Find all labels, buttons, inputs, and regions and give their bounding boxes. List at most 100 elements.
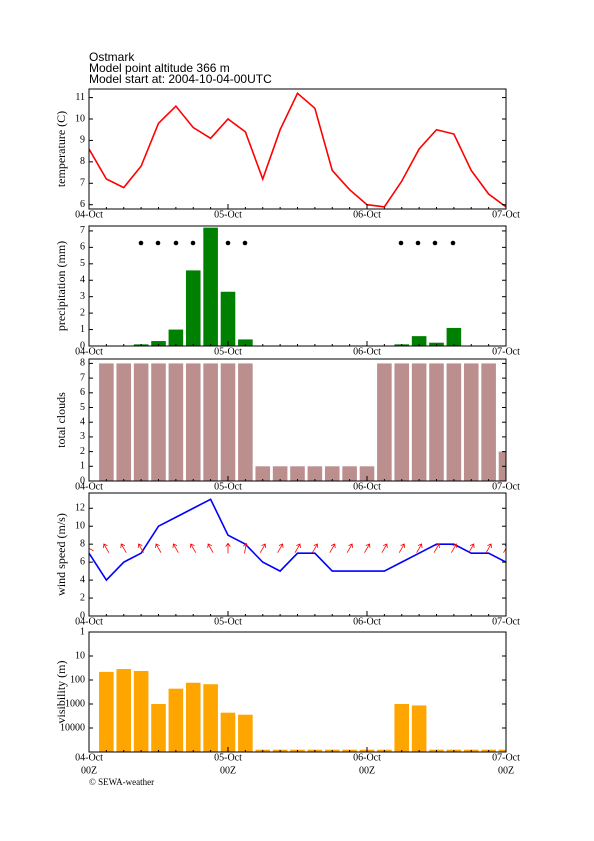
y-axis-label: precipitation (mm) <box>54 241 68 331</box>
y-tick-label: 6 <box>80 242 85 253</box>
symbol <box>398 240 404 246</box>
y-tick-label: 10000 <box>60 722 85 733</box>
altitude: Model point altitude 366 m <box>89 61 230 75</box>
x-tick-label: 04-Oct <box>75 209 103 220</box>
plot-frame <box>88 492 507 617</box>
x-tick-label: 06-Oct <box>353 616 381 627</box>
wind-arrow <box>364 543 371 553</box>
wind-arrow <box>503 544 506 553</box>
model-start: Model start at: 2004-10-04-00UTC <box>89 72 272 86</box>
x-tick-label: 04-Oct <box>75 346 103 357</box>
plot-frame <box>88 88 507 210</box>
wind-arrow <box>329 543 336 553</box>
symbol <box>190 240 196 246</box>
plot <box>99 363 506 481</box>
line <box>89 91 506 208</box>
bar <box>255 466 271 481</box>
bar <box>151 341 166 346</box>
y-tick-label: 1 <box>80 626 85 637</box>
bar <box>429 363 444 481</box>
bar <box>411 705 427 752</box>
y-tick-label: 8 <box>80 538 85 549</box>
bar <box>168 329 184 346</box>
wind-arrow <box>346 543 353 553</box>
y-axis-label: total clouds <box>54 392 68 448</box>
bar <box>411 363 427 481</box>
bar <box>307 466 323 481</box>
y-tick-label: 10 <box>75 521 85 532</box>
wind-arrow <box>312 543 319 553</box>
y-tick-label: 2 <box>80 307 85 318</box>
wind-arrow <box>451 543 458 553</box>
bar <box>394 363 410 481</box>
bar <box>151 704 166 752</box>
bar <box>133 363 149 481</box>
bar <box>220 291 236 346</box>
x-tick-label: 07-Oct <box>492 752 520 763</box>
y-axis-label: temperature (C) <box>54 111 68 187</box>
plot <box>89 91 506 208</box>
bar <box>272 466 288 481</box>
y-tick-label: 10 <box>75 113 85 124</box>
x-tick-label: 06-Oct <box>353 209 381 220</box>
y-tick-label: 7 <box>80 178 85 189</box>
bar <box>359 466 375 481</box>
y-tick-label: 0 <box>80 475 85 486</box>
plot <box>133 227 462 346</box>
station: Ostmark <box>89 50 135 64</box>
wind-arrow <box>243 542 249 554</box>
symbol <box>173 240 179 246</box>
x-tick-label: 05-Oct <box>214 209 242 220</box>
x-tick-label: 06-Oct <box>353 481 381 492</box>
x-tick-label: 05-Oct <box>214 346 242 357</box>
bar <box>342 466 357 481</box>
bar <box>116 669 132 752</box>
y-tick-label: 8 <box>80 156 85 167</box>
y-tick-label: 3 <box>80 291 85 302</box>
bar <box>220 712 236 752</box>
symbol <box>155 240 161 246</box>
wind-arrow <box>189 543 197 553</box>
bar <box>411 336 427 346</box>
wind-arrow <box>294 543 301 553</box>
bar <box>481 363 496 481</box>
y-axis-label: wind speed (m/s) <box>54 513 68 596</box>
bar <box>498 749 506 752</box>
x-sublabel: 00Z <box>359 765 375 776</box>
wind-arrow <box>137 543 144 553</box>
y-tick-label: 5 <box>80 402 85 413</box>
wind-arrow <box>398 543 406 553</box>
wind-arrow <box>381 543 388 553</box>
bar <box>168 363 184 481</box>
x-tick-label: 06-Oct <box>353 346 381 357</box>
bar <box>185 363 201 481</box>
bar <box>168 688 184 752</box>
plot <box>99 669 506 752</box>
y-tick-label: 9 <box>80 135 85 146</box>
x-tick-label: 07-Oct <box>492 209 520 220</box>
x-tick-label: 04-Oct <box>75 752 103 763</box>
bar <box>133 670 149 752</box>
symbol <box>415 240 421 246</box>
wind-arrow <box>468 543 475 553</box>
symbol <box>432 240 438 246</box>
wind-arrow <box>172 543 179 553</box>
bar <box>203 684 218 752</box>
bar <box>185 270 201 346</box>
bar <box>220 363 236 481</box>
x-sublabel: 00Z <box>498 765 514 776</box>
bar <box>446 327 462 346</box>
bar <box>203 227 218 346</box>
x-tick-label: 04-Oct <box>75 616 103 627</box>
y-tick-label: 6 <box>80 199 85 210</box>
wind-arrow <box>485 543 492 553</box>
wind-arrow <box>225 542 231 554</box>
bar <box>116 363 132 481</box>
y-tick-label: 1 <box>80 324 85 335</box>
bar <box>238 339 253 346</box>
y-tick-label: 1 <box>80 461 85 472</box>
y-tick-label: 3 <box>80 431 85 442</box>
x-sublabel: 00Z <box>220 765 236 776</box>
wind-arrow <box>89 547 94 552</box>
